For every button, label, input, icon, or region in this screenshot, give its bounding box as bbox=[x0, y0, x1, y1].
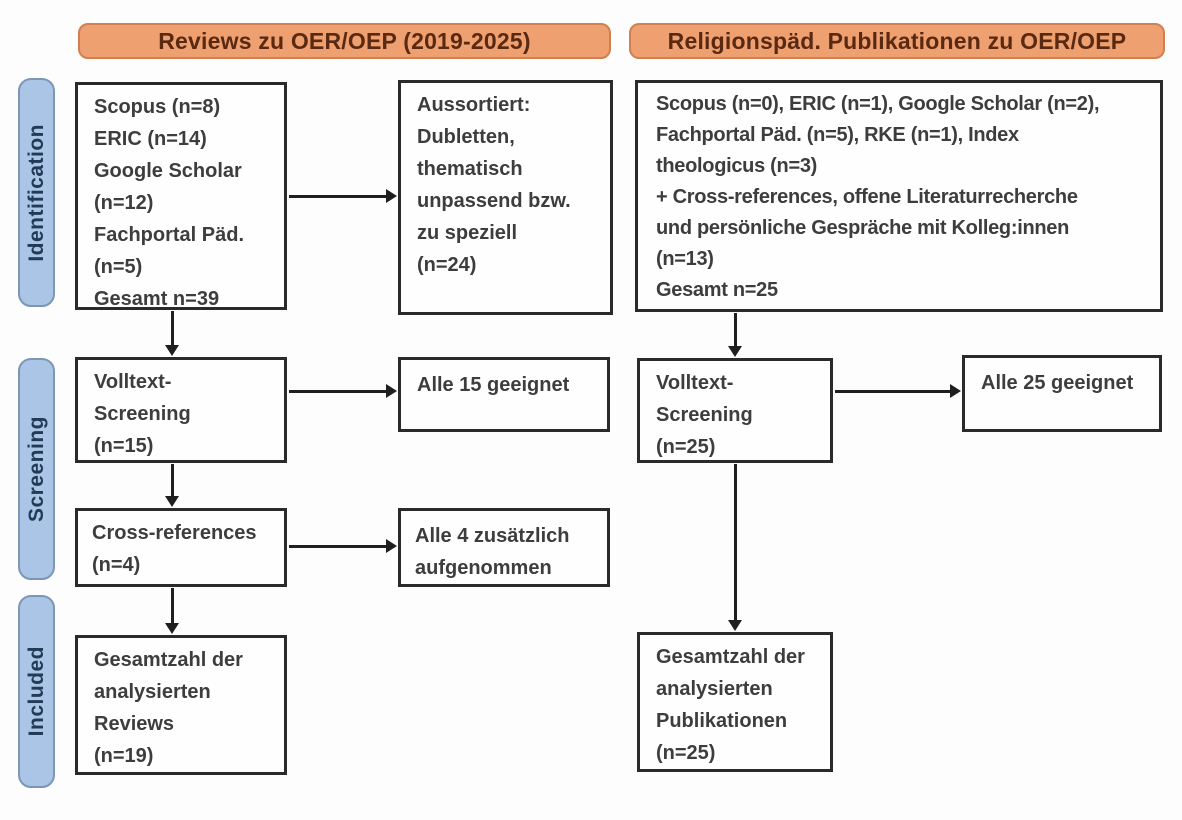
box-reviews-fulltext-screening: Volltext- Screening (n=15) bbox=[75, 357, 287, 463]
arrow-reviews-fulltext-to-crossref bbox=[165, 464, 179, 507]
stage-label-identification: Identification bbox=[18, 78, 55, 307]
box-reviews-excluded: Aussortiert: Dubletten, thematisch unpas… bbox=[398, 80, 613, 315]
box-reviews-all-eligible: Alle 15 geeignet bbox=[398, 357, 610, 432]
arrow-reviews-sources-to-fulltext bbox=[165, 311, 179, 356]
arrow-reviews-fulltext-to-eligible bbox=[289, 384, 397, 398]
box-publications-fulltext-screening: Volltext- Screening (n=25) bbox=[637, 358, 833, 463]
column-header-reviews: Reviews zu OER/OEP (2019-2025) bbox=[78, 23, 611, 59]
stage-label-screening: Screening bbox=[18, 358, 55, 580]
stage-label-included: Included bbox=[18, 595, 55, 788]
box-reviews-cross-references: Cross-references (n=4) bbox=[75, 508, 287, 587]
arrow-publications-sources-to-fulltext bbox=[728, 313, 742, 357]
stage-label-identification-text: Identification bbox=[24, 123, 48, 262]
stage-label-included-text: Included bbox=[24, 646, 48, 737]
box-publications-all-eligible: Alle 25 geeignet bbox=[962, 355, 1162, 432]
arrow-publications-fulltext-to-total bbox=[728, 464, 742, 631]
arrow-reviews-crossref-to-total bbox=[165, 588, 179, 634]
box-publications-sources: Scopus (n=0), ERIC (n=1), Google Scholar… bbox=[635, 80, 1163, 312]
stage-label-screening-text: Screening bbox=[24, 415, 48, 523]
arrow-reviews-sources-to-excluded bbox=[289, 189, 397, 203]
arrow-reviews-crossref-to-added bbox=[289, 539, 397, 553]
box-reviews-total-included: Gesamtzahl der analysierten Reviews (n=1… bbox=[75, 635, 287, 775]
box-reviews-sources: Scopus (n=8) ERIC (n=14) Google Scholar … bbox=[75, 82, 287, 310]
box-reviews-added: Alle 4 zusätzlich aufgenommen bbox=[398, 508, 610, 587]
column-header-religionspaed: Religionspäd. Publikationen zu OER/OEP bbox=[629, 23, 1165, 59]
box-publications-total-included: Gesamtzahl der analysierten Publikatione… bbox=[637, 632, 833, 772]
arrow-publications-fulltext-to-eligible bbox=[835, 384, 961, 398]
